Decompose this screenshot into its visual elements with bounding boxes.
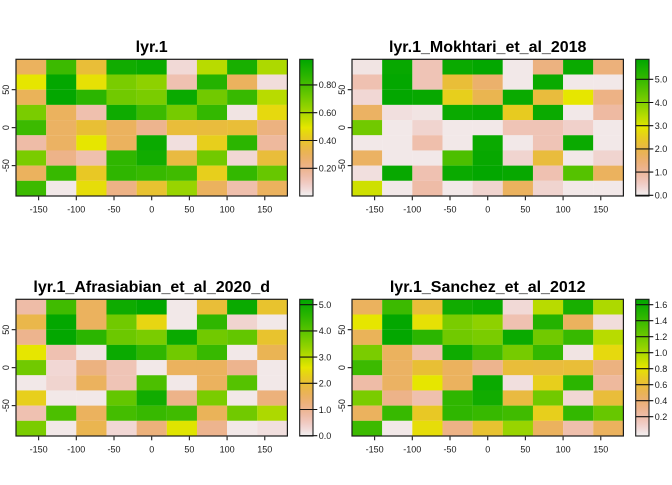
svg-text:150: 150: [257, 204, 272, 214]
svg-text:4.0: 4.0: [319, 326, 332, 336]
svg-text:3.0: 3.0: [319, 352, 332, 362]
svg-text:1.0: 1.0: [319, 405, 332, 415]
svg-text:150: 150: [593, 204, 608, 214]
svg-text:lyr.1_Sanchez_et_al_2012: lyr.1_Sanchez_et_al_2012: [390, 279, 586, 296]
svg-text:5.0: 5.0: [655, 75, 668, 85]
svg-text:1.0: 1.0: [655, 167, 668, 177]
svg-text:50: 50: [520, 204, 530, 214]
svg-text:100: 100: [556, 444, 571, 454]
svg-text:0: 0: [149, 204, 154, 214]
svg-text:0.4: 0.4: [655, 396, 668, 406]
svg-text:1.6: 1.6: [655, 300, 668, 310]
svg-text:-50: -50: [337, 399, 347, 412]
svg-text:0.8: 0.8: [655, 364, 668, 374]
svg-text:-100: -100: [67, 204, 85, 214]
svg-text:-100: -100: [403, 444, 421, 454]
svg-text:-50: -50: [1, 159, 11, 172]
svg-text:3.0: 3.0: [655, 121, 668, 131]
svg-text:-150: -150: [366, 204, 384, 214]
svg-text:4.0: 4.0: [655, 98, 668, 108]
svg-text:0.2: 0.2: [655, 412, 668, 422]
svg-text:1.2: 1.2: [655, 332, 668, 342]
svg-text:0.20: 0.20: [319, 164, 337, 174]
svg-text:50: 50: [337, 85, 347, 95]
svg-text:lyr.1_Afrasiabian_et_al_2020_d: lyr.1_Afrasiabian_et_al_2020_d: [33, 279, 270, 296]
svg-text:-50: -50: [444, 444, 457, 454]
svg-text:-150: -150: [366, 444, 384, 454]
svg-text:150: 150: [257, 444, 272, 454]
svg-text:-100: -100: [403, 204, 421, 214]
svg-text:1.4: 1.4: [655, 316, 668, 326]
svg-text:0.80: 0.80: [319, 80, 337, 90]
svg-text:0.40: 0.40: [319, 136, 337, 146]
svg-text:0.0: 0.0: [655, 191, 668, 201]
svg-text:50: 50: [184, 444, 194, 454]
svg-text:-100: -100: [67, 444, 85, 454]
svg-text:-50: -50: [1, 399, 11, 412]
svg-text:0: 0: [1, 365, 11, 370]
svg-text:0: 0: [149, 444, 154, 454]
svg-text:0.6: 0.6: [655, 380, 668, 390]
svg-text:50: 50: [520, 444, 530, 454]
svg-text:0: 0: [337, 125, 347, 130]
svg-text:0: 0: [485, 204, 490, 214]
svg-text:50: 50: [337, 325, 347, 335]
svg-text:0: 0: [337, 365, 347, 370]
svg-text:100: 100: [556, 204, 571, 214]
svg-text:lyr.1_Mokhtari_et_al_2018: lyr.1_Mokhtari_et_al_2018: [389, 39, 587, 56]
svg-text:50: 50: [1, 85, 11, 95]
svg-text:50: 50: [184, 204, 194, 214]
svg-text:0: 0: [485, 444, 490, 454]
svg-text:0.60: 0.60: [319, 108, 337, 118]
svg-text:0.0: 0.0: [319, 431, 332, 441]
svg-text:-50: -50: [444, 204, 457, 214]
svg-text:2.0: 2.0: [655, 144, 668, 154]
svg-text:100: 100: [220, 204, 235, 214]
svg-text:-50: -50: [108, 444, 121, 454]
svg-text:1.0: 1.0: [655, 348, 668, 358]
svg-text:-150: -150: [30, 204, 48, 214]
svg-text:-150: -150: [30, 444, 48, 454]
svg-text:150: 150: [593, 444, 608, 454]
svg-text:5.0: 5.0: [319, 300, 332, 310]
svg-text:2.0: 2.0: [319, 379, 332, 389]
svg-text:100: 100: [220, 444, 235, 454]
svg-text:lyr.1: lyr.1: [136, 39, 168, 56]
svg-text:-50: -50: [337, 159, 347, 172]
svg-text:50: 50: [1, 325, 11, 335]
svg-text:-50: -50: [108, 204, 121, 214]
svg-text:0: 0: [1, 125, 11, 130]
